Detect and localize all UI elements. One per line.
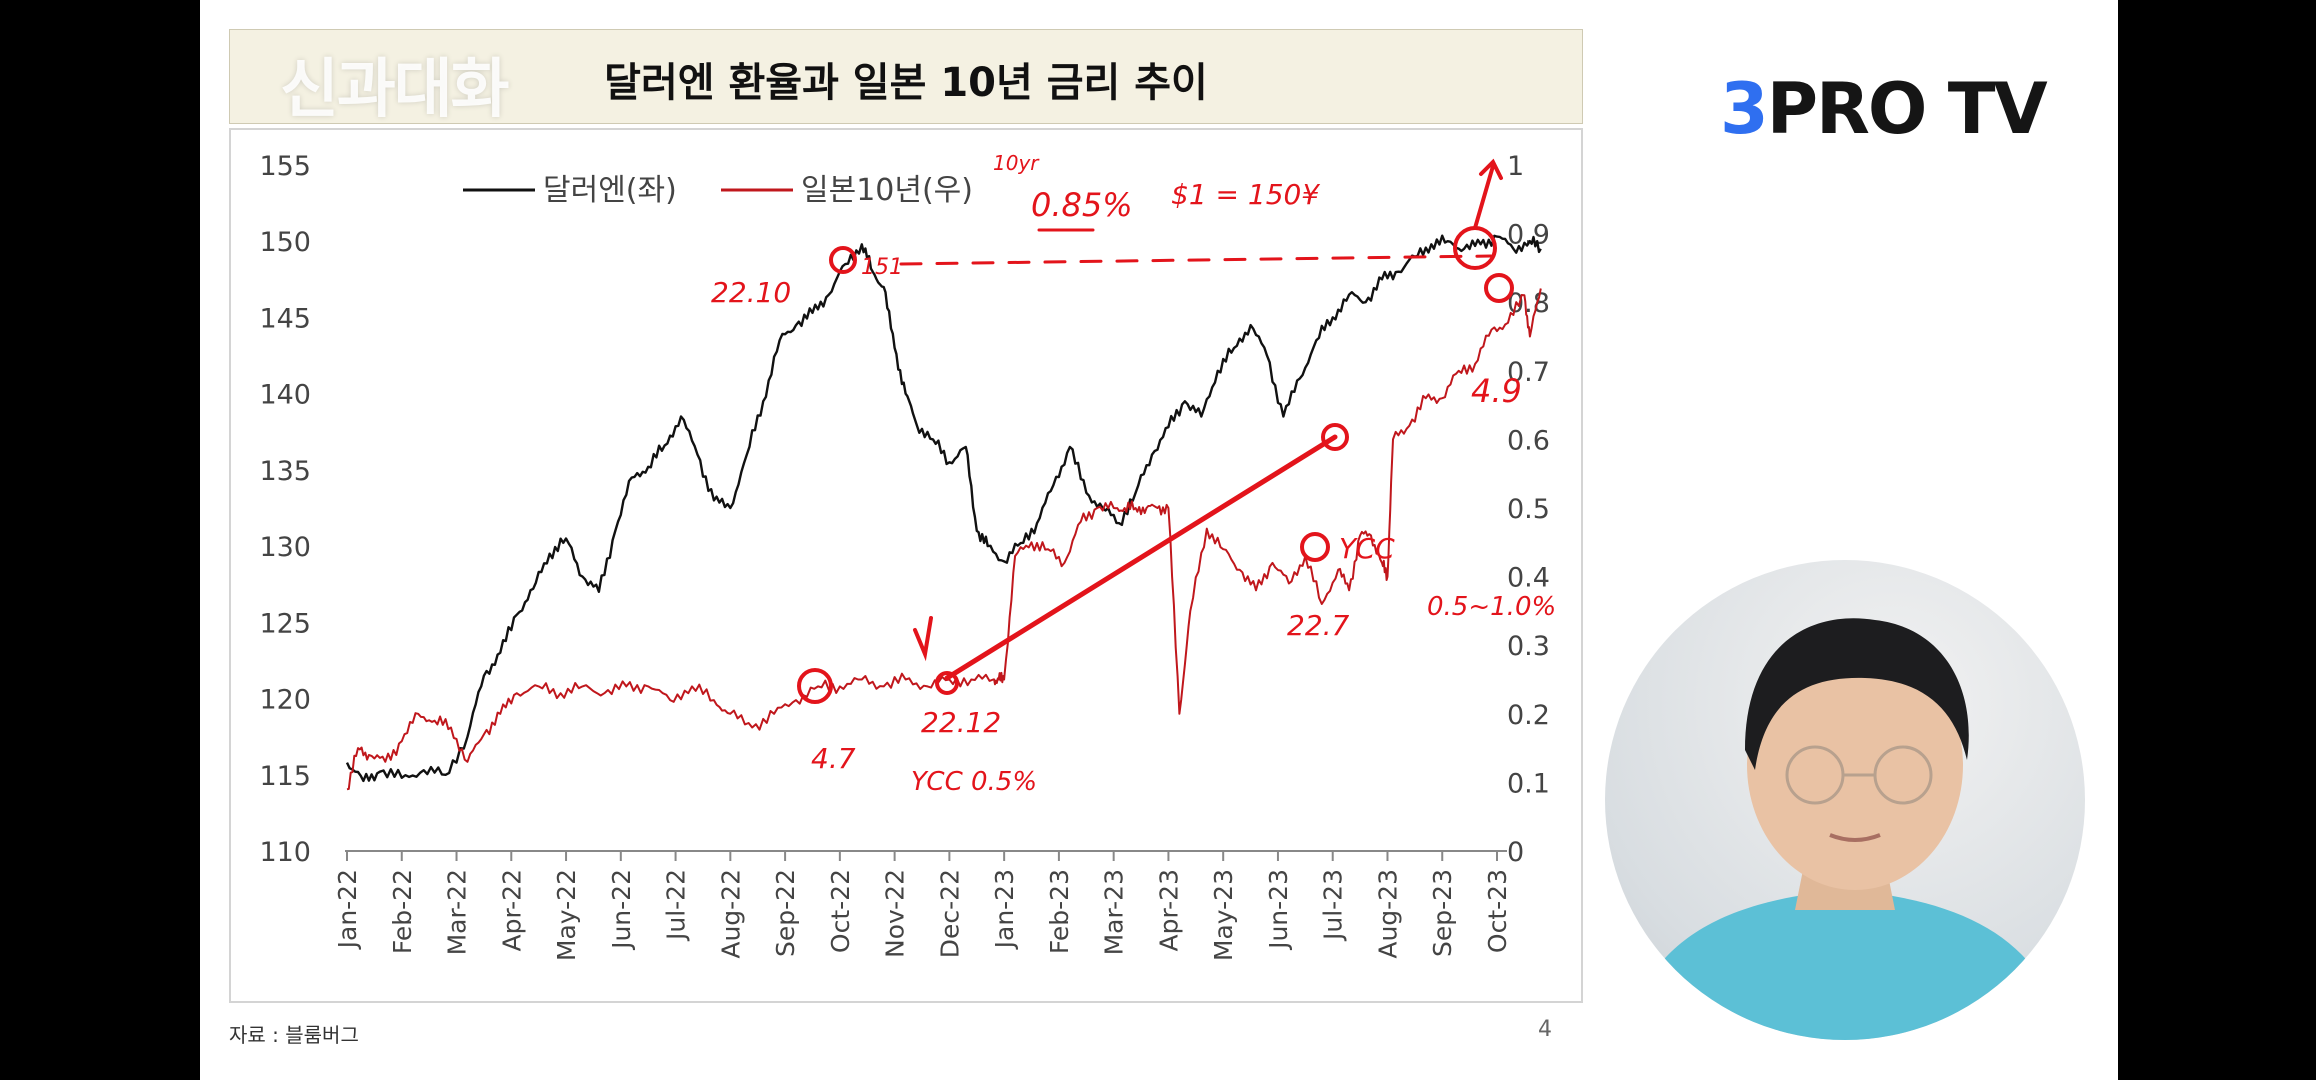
right-tick-label: 0.7 xyxy=(1507,357,1550,388)
page-number: 4 xyxy=(1538,1017,1552,1042)
annotation-circle-4-7 xyxy=(797,668,833,704)
left-axis-ticks: 155 150 145 140 135 130 125 120 115 110 xyxy=(259,151,311,868)
handwritten-annotations xyxy=(797,158,1514,704)
annotation-085pct: 0.85% xyxy=(1031,186,1133,224)
annotation-resistance-dashes xyxy=(899,254,1493,266)
annotation-circle-2212 xyxy=(935,671,959,695)
annotation-circle-peak-2210 xyxy=(829,246,857,274)
x-tick-label: Sep-23 xyxy=(1428,869,1457,957)
right-tick-label: 0.4 xyxy=(1507,563,1550,594)
left-tick-label: 155 xyxy=(259,151,311,182)
left-tick-label: 115 xyxy=(259,761,311,792)
annotation-trend-line xyxy=(944,434,1338,681)
annotation-227: 22.7 xyxy=(1287,609,1350,642)
x-tick-label: Aug-23 xyxy=(1373,869,1402,959)
annotation-ycc-05: YCC 0.5% xyxy=(911,767,1037,797)
jgb10y-series-line xyxy=(346,288,1542,791)
left-tick-label: 150 xyxy=(259,227,311,258)
x-tick-label: Jul-23 xyxy=(1319,869,1348,942)
x-tick-label: Mar-22 xyxy=(443,869,472,955)
brand-logo-text: PRO TV xyxy=(1766,68,2048,150)
annotation-usd-150yen: $1 = 150¥ xyxy=(1171,178,1320,211)
brand-logo-prefix: 3 xyxy=(1720,68,1769,150)
annotation-ycc: YCC xyxy=(1339,532,1395,565)
right-tick-label: 0.5 xyxy=(1507,494,1550,525)
brand-logo: 3PRO TV xyxy=(1720,68,2048,150)
handwritten-labels: 10yr 0.85% $1 = 150¥ 22.10 151 4.7 22.12… xyxy=(711,151,1556,797)
x-tick-label: Nov-22 xyxy=(881,869,910,958)
right-tick-label: 1 xyxy=(1507,151,1524,182)
slide-title-bar: 달러엔 환율과 일본 10년 금리 추이 xyxy=(229,29,1583,124)
left-tick-label: 120 xyxy=(259,685,311,716)
x-tick-label: Feb-22 xyxy=(388,869,417,954)
annotation-arrow-up xyxy=(1473,158,1503,230)
annotation-2212: 22.12 xyxy=(921,706,1001,739)
show-watermark: 신과대화 xyxy=(280,53,510,127)
presenter-video xyxy=(1605,560,2085,1040)
source-note: 자료 : 블룸버그 xyxy=(229,1023,359,1047)
legend-label-jgb: 일본10년(우) xyxy=(801,173,973,208)
left-tick-label: 145 xyxy=(259,303,311,334)
right-tick-label: 0.2 xyxy=(1507,700,1550,731)
x-tick-label: Jun-23 xyxy=(1264,869,1293,951)
annotation-4-7: 4.7 xyxy=(811,742,856,775)
right-tick-label: 0.9 xyxy=(1507,220,1550,251)
usdjpy-series-line xyxy=(345,234,1542,783)
x-tick-label: Jan-23 xyxy=(990,869,1019,950)
x-tick-label: Sep-22 xyxy=(771,869,800,957)
right-tick-label: 0.3 xyxy=(1507,631,1550,662)
chart-frame: 155 150 145 140 135 130 125 120 115 110 1 0.9 0.8 0.… xyxy=(229,128,1583,1003)
slide-stage: 달러엔 환율과 일본 10년 금리 추이 신과대화 155 150 145 140 13… xyxy=(200,0,2118,1080)
x-tick-label: Apr-23 xyxy=(1154,869,1183,951)
legend-label-usdjpy: 달러엔(좌) xyxy=(543,173,677,208)
legend: 달러엔(좌) 일본10년(우) xyxy=(463,173,973,208)
x-tick-label: Aug-22 xyxy=(716,869,745,959)
x-tick-label: Jul-22 xyxy=(662,869,691,942)
x-tick-label: May-22 xyxy=(552,869,581,961)
left-tick-label: 135 xyxy=(259,456,311,487)
right-tick-label: 0.1 xyxy=(1507,768,1550,799)
x-tick-label: Feb-23 xyxy=(1045,869,1074,954)
presenter-figure-icon xyxy=(1625,618,2065,1040)
x-tick-label: Dec-22 xyxy=(935,869,964,958)
left-tick-label: 110 xyxy=(259,837,311,868)
x-tick-label: Oct-22 xyxy=(826,869,855,953)
annotation-circle-2207 xyxy=(1300,532,1330,562)
left-tick-label: 125 xyxy=(259,608,311,639)
right-tick-label: 0 xyxy=(1507,837,1524,868)
x-tick-label: Mar-23 xyxy=(1100,869,1129,955)
x-tick-label: Oct-23 xyxy=(1483,869,1512,953)
series-layer xyxy=(345,234,1542,791)
annotation-4-9: 4.9 xyxy=(1471,372,1522,410)
annotation-151: 151 xyxy=(861,255,903,280)
left-tick-label: 130 xyxy=(259,532,311,563)
annotation-2210: 22.10 xyxy=(711,276,791,309)
x-tick-label: Jan-22 xyxy=(333,869,362,950)
slide-title: 달러엔 환율과 일본 10년 금리 추이 xyxy=(604,60,1208,106)
right-tick-label: 0.6 xyxy=(1507,425,1550,456)
x-tick-label: May-23 xyxy=(1209,869,1238,961)
annotation-circle-jgb-current xyxy=(1484,273,1514,303)
x-axis-ticks: Jan-22 Feb-22 Mar-22 Apr-22 May-22 Jun-22 Jul-… xyxy=(333,851,1512,961)
x-tick-label: Jun-22 xyxy=(607,869,636,951)
annotation-10yr: 10yr xyxy=(993,151,1040,175)
annotation-05-10: 0.5~1.0% xyxy=(1427,592,1556,622)
left-tick-label: 140 xyxy=(259,380,311,411)
annotation-checkmark xyxy=(913,616,933,662)
right-axis-ticks: 10.90.80.70.60.50.40.30.20.10 xyxy=(1507,151,1550,868)
x-tick-label: Apr-22 xyxy=(497,869,526,951)
annotation-circle-aug23 xyxy=(1321,423,1349,451)
annotation-circle-usdjpy-current xyxy=(1453,226,1497,270)
